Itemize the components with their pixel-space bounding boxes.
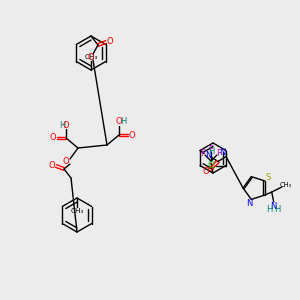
Text: CH₃: CH₃ <box>280 182 292 188</box>
Text: CH₃: CH₃ <box>84 54 98 60</box>
Text: O: O <box>49 161 55 170</box>
Text: O: O <box>88 53 94 62</box>
Text: N: N <box>219 148 225 157</box>
Text: N: N <box>271 202 277 211</box>
Text: N: N <box>246 199 253 208</box>
Text: H: H <box>120 118 126 127</box>
Text: CH₃: CH₃ <box>70 208 84 214</box>
Text: Cl: Cl <box>208 161 216 170</box>
Text: F: F <box>217 148 221 158</box>
Text: H: H <box>208 147 214 156</box>
Text: F: F <box>201 148 206 158</box>
Text: O: O <box>116 118 122 127</box>
Text: S: S <box>265 173 270 182</box>
Text: O: O <box>63 158 69 166</box>
Text: O: O <box>107 38 113 46</box>
Text: N: N <box>205 151 211 160</box>
Text: H: H <box>274 205 281 214</box>
Text: O: O <box>63 121 69 130</box>
Text: F: F <box>208 145 213 154</box>
Text: O: O <box>50 134 56 142</box>
Text: H: H <box>59 121 65 130</box>
Text: H: H <box>266 205 273 214</box>
Text: O: O <box>129 130 135 140</box>
Text: O: O <box>203 167 209 176</box>
